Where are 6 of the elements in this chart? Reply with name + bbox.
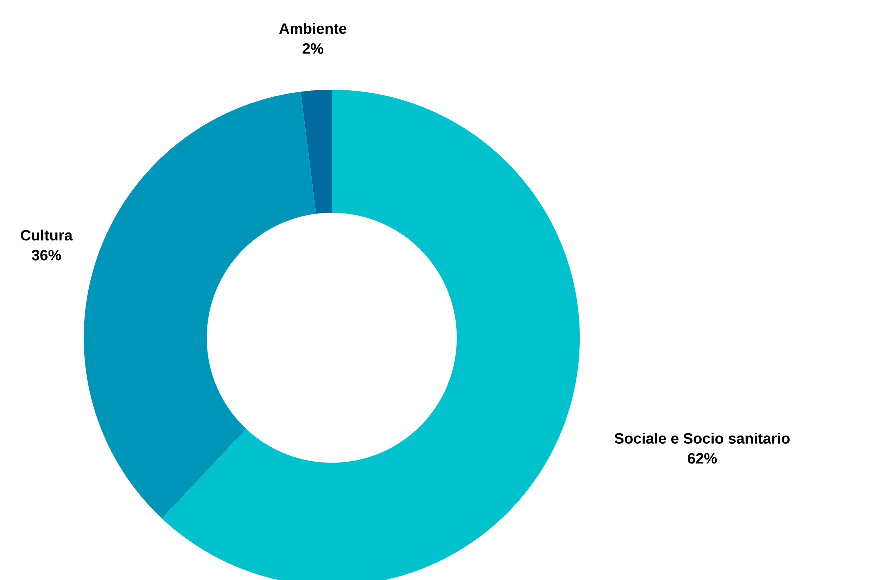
data-label: 36% — [32, 250, 62, 261]
slice-label: Ambiente — [279, 23, 347, 34]
slice-label: Cultura — [21, 230, 73, 241]
data-label: 62% — [688, 453, 718, 464]
data-label: 2% — [302, 43, 324, 54]
slice-label: Sociale e Socio sanitario — [614, 432, 790, 444]
